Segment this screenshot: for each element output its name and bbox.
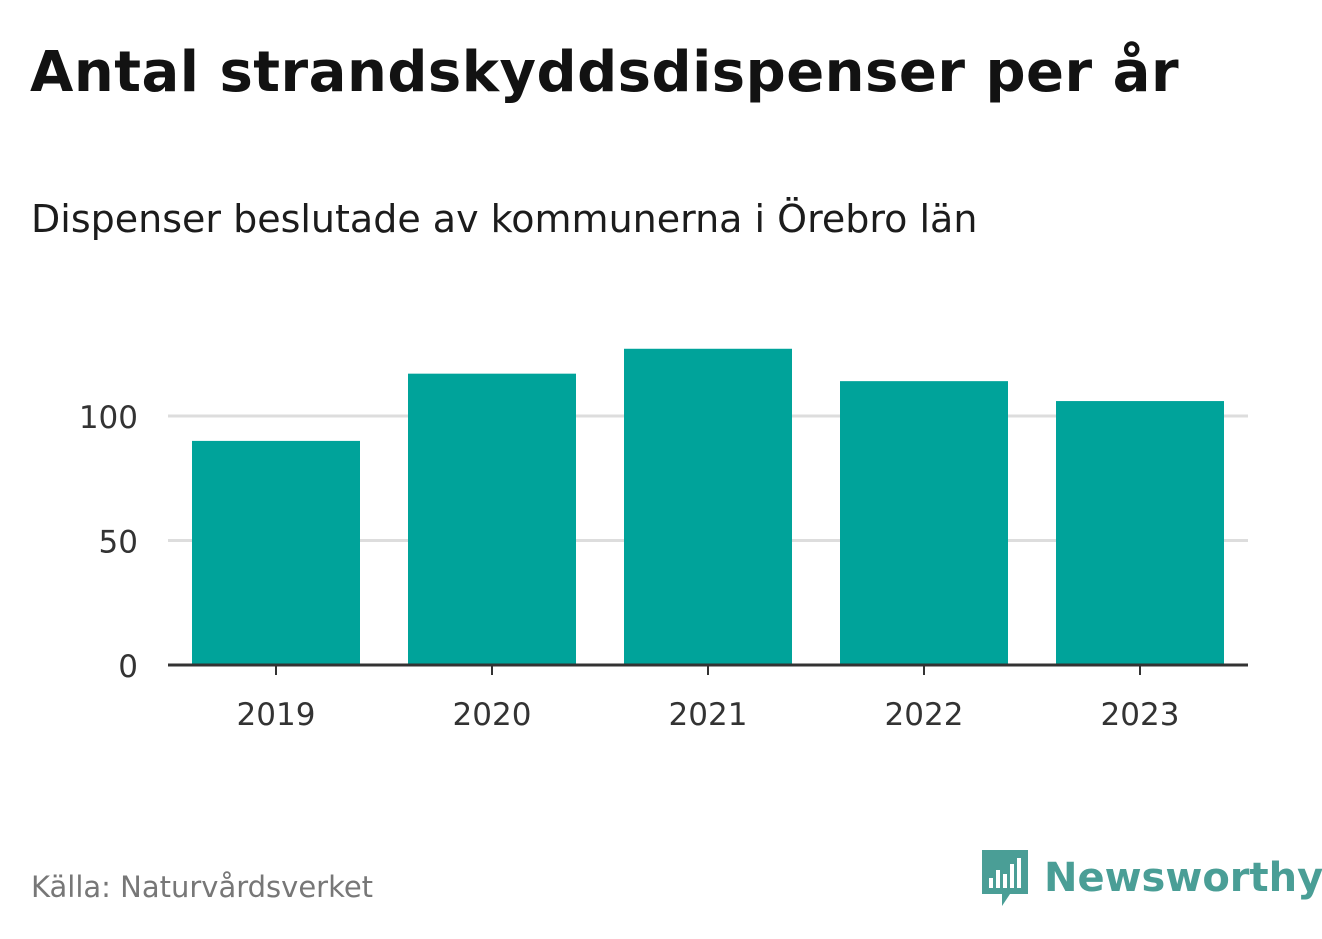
bar-chart: 0 50 100 2019 2020 2021 2022 2023 xyxy=(79,348,1248,733)
x-tick-label: 2022 xyxy=(885,697,964,733)
bar xyxy=(408,373,576,665)
bar xyxy=(192,440,360,665)
bar xyxy=(1056,401,1224,665)
y-tick-label: 100 xyxy=(79,400,138,436)
source-note: Källa: Naturvårdsverket xyxy=(31,870,374,904)
x-tick-label: 2020 xyxy=(453,697,532,733)
x-tick-label: 2023 xyxy=(1101,697,1180,733)
x-tick-label: 2021 xyxy=(669,697,748,733)
x-tick-label: 2019 xyxy=(237,697,316,733)
newsworthy-logo-icon xyxy=(982,850,1028,906)
newsworthy-logo: Newsworthy xyxy=(980,848,1322,908)
y-tick-label: 50 xyxy=(99,525,138,561)
chart-subtitle: Dispenser beslutade av kommunerna i Öreb… xyxy=(31,197,978,241)
bar xyxy=(624,348,792,665)
chart-title: Antal strandskyddsdispenser per år xyxy=(30,40,1180,105)
bar xyxy=(840,381,1008,665)
y-tick-label: 0 xyxy=(118,649,138,685)
newsworthy-logo-text: Newsworthy xyxy=(1044,855,1322,901)
